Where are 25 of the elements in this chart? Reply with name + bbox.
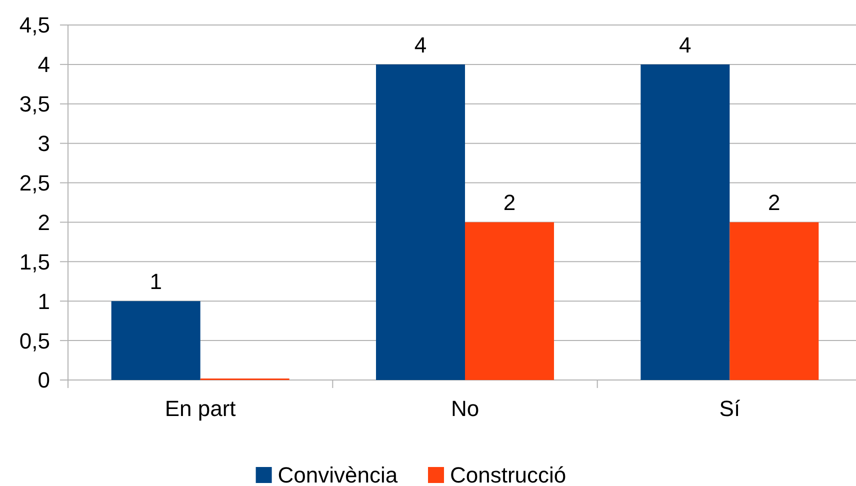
data-label: 2 <box>768 190 780 216</box>
bar <box>640 64 730 380</box>
y-tick-label: 2,5 <box>19 170 50 196</box>
legend-label: Convivència <box>278 462 398 486</box>
bar <box>111 301 200 380</box>
data-label: 2 <box>503 190 516 216</box>
y-tick-label: 1,5 <box>19 249 50 274</box>
x-tick-label: No <box>450 396 480 421</box>
x-tick-label: En part <box>164 396 236 421</box>
data-label: 4 <box>679 32 692 58</box>
data-label: 4 <box>414 32 427 58</box>
y-tick-label: 2 <box>38 210 50 235</box>
x-tick-label: Sí <box>719 396 740 421</box>
y-tick-label: 0,5 <box>19 328 50 354</box>
y-tick-label: 0 <box>38 368 50 393</box>
y-tick-label: 4,5 <box>19 12 50 38</box>
bar <box>730 222 819 380</box>
y-tick-label: 3 <box>38 131 50 156</box>
data-label: 1 <box>150 269 162 294</box>
legend-label: Construcció <box>450 462 566 486</box>
y-tick-label: 3,5 <box>19 92 50 117</box>
bar <box>465 222 554 380</box>
y-tick-label: 1 <box>38 288 50 314</box>
bar <box>376 64 465 380</box>
y-tick-label: 4 <box>38 52 50 78</box>
